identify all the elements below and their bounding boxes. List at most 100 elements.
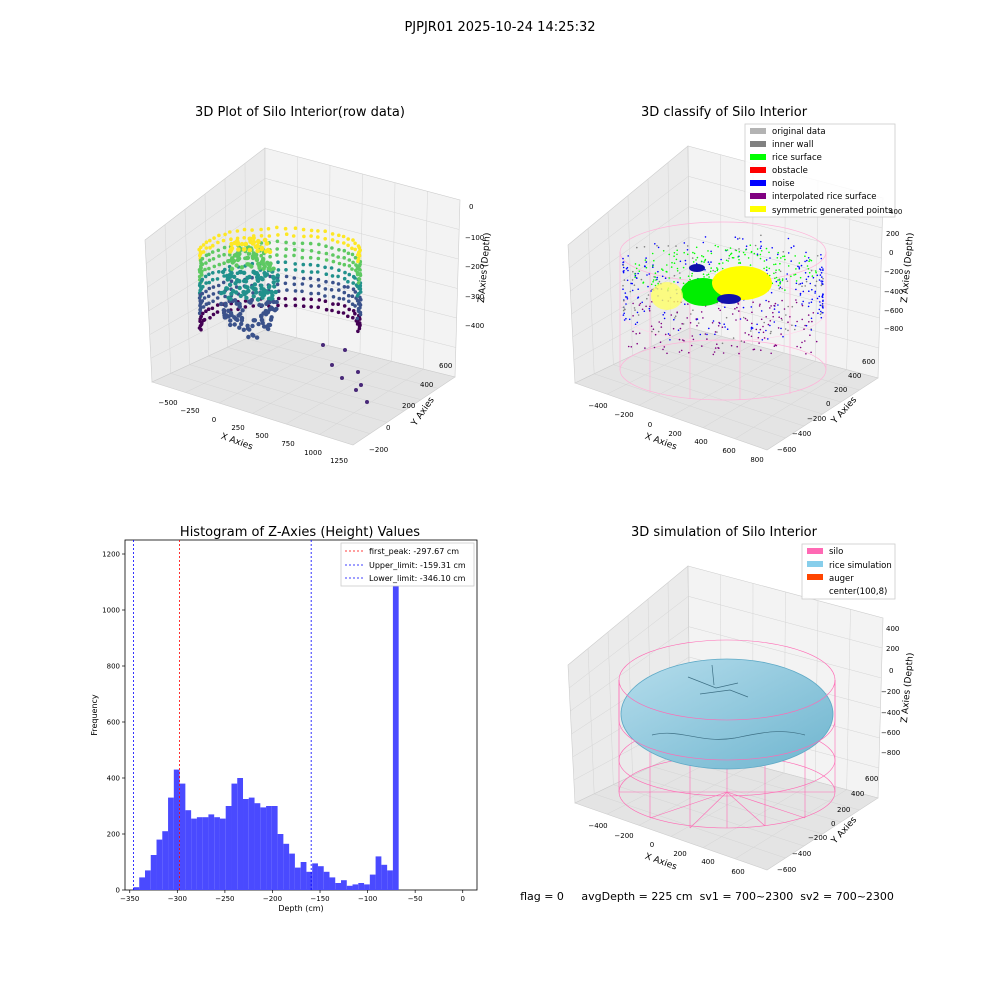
data-point [230, 260, 235, 265]
data-point [691, 272, 693, 275]
data-point [632, 270, 634, 273]
z-tick-label: −100 [465, 234, 484, 242]
data-point [355, 293, 360, 298]
data-point [804, 255, 806, 257]
data-point [207, 258, 212, 263]
data-point [778, 311, 780, 313]
data-point [723, 323, 725, 326]
data-point [757, 336, 760, 339]
gridline [150, 299, 266, 359]
legend-label: rice surface [772, 153, 822, 163]
data-point [811, 298, 813, 301]
data-point [629, 290, 632, 293]
data-point [300, 248, 305, 253]
data-point [807, 257, 810, 259]
data-point [760, 234, 762, 237]
data-point [259, 253, 264, 258]
data-point [656, 276, 658, 279]
data-point [217, 270, 221, 274]
data-point [777, 304, 779, 306]
data-point [355, 322, 360, 326]
data-point [745, 249, 747, 251]
data-point [657, 270, 659, 273]
z-tick-label: −400 [465, 322, 484, 330]
data-point [331, 302, 335, 306]
data-point [638, 264, 641, 266]
data-point [624, 292, 627, 294]
data-point [640, 278, 643, 281]
z-tick-label: 200 [886, 230, 899, 238]
data-point [800, 264, 803, 267]
panel1-z-ticks: 0 −100 −200 −300 −400 [465, 203, 484, 330]
data-point [203, 267, 207, 272]
data-point [822, 283, 824, 285]
data-point [293, 303, 298, 308]
data-point [251, 294, 256, 299]
panel-raw-data: 3D Plot of Silo Interior(row data) −500 … [144, 105, 493, 465]
x-tick-label: 500 [255, 432, 268, 440]
data-point [773, 345, 776, 348]
data-point [238, 293, 243, 299]
data-point [284, 274, 289, 279]
data-point [682, 282, 685, 285]
data-point [651, 265, 654, 267]
data-point [804, 260, 806, 263]
data-point [820, 280, 822, 282]
data-point [623, 279, 626, 281]
data-point [316, 305, 321, 310]
data-point [781, 319, 783, 321]
legend-swatch-auger [807, 574, 823, 580]
data-point [645, 261, 647, 263]
data-point [751, 311, 753, 314]
data-point [356, 302, 361, 306]
data-point [777, 279, 779, 281]
data-point [737, 262, 740, 264]
data-point [300, 255, 305, 260]
data-point [346, 251, 351, 256]
x-tick-label: −300 [168, 895, 187, 903]
data-point [677, 281, 679, 284]
data-point [346, 314, 350, 319]
data-point [358, 312, 363, 317]
data-point [251, 251, 256, 256]
data-point [627, 269, 629, 272]
data-point [759, 253, 762, 256]
data-point [650, 325, 653, 328]
data-point [760, 250, 763, 252]
data-point [795, 299, 797, 301]
data-point [673, 274, 676, 277]
data-point [796, 345, 798, 348]
data-point [626, 298, 629, 300]
data-point [301, 304, 306, 309]
data-point [309, 284, 313, 288]
data-point [744, 317, 747, 320]
data-point [235, 317, 240, 323]
data-point [308, 255, 313, 260]
data-point [821, 303, 824, 305]
data-point [744, 253, 746, 256]
data-point [729, 247, 732, 249]
data-point [198, 252, 203, 256]
data-point [721, 326, 724, 329]
data-point [234, 263, 239, 268]
data-point [670, 314, 673, 316]
data-point [346, 293, 351, 298]
histogram-bar [133, 887, 140, 890]
symmetric-points-blob [651, 282, 683, 310]
data-point [665, 270, 668, 273]
data-point [204, 281, 208, 285]
histogram-bar [323, 871, 330, 890]
data-point [638, 304, 641, 306]
data-point [655, 279, 657, 281]
data-point [350, 294, 355, 299]
data-point [695, 262, 698, 265]
data-point [199, 265, 203, 269]
data-point [786, 273, 788, 275]
data-point [761, 339, 764, 341]
data-point [622, 271, 625, 274]
data-point [676, 253, 678, 256]
data-point [736, 345, 738, 348]
data-point [317, 284, 321, 288]
data-point [775, 280, 778, 283]
x-tick-label: −150 [310, 895, 329, 903]
